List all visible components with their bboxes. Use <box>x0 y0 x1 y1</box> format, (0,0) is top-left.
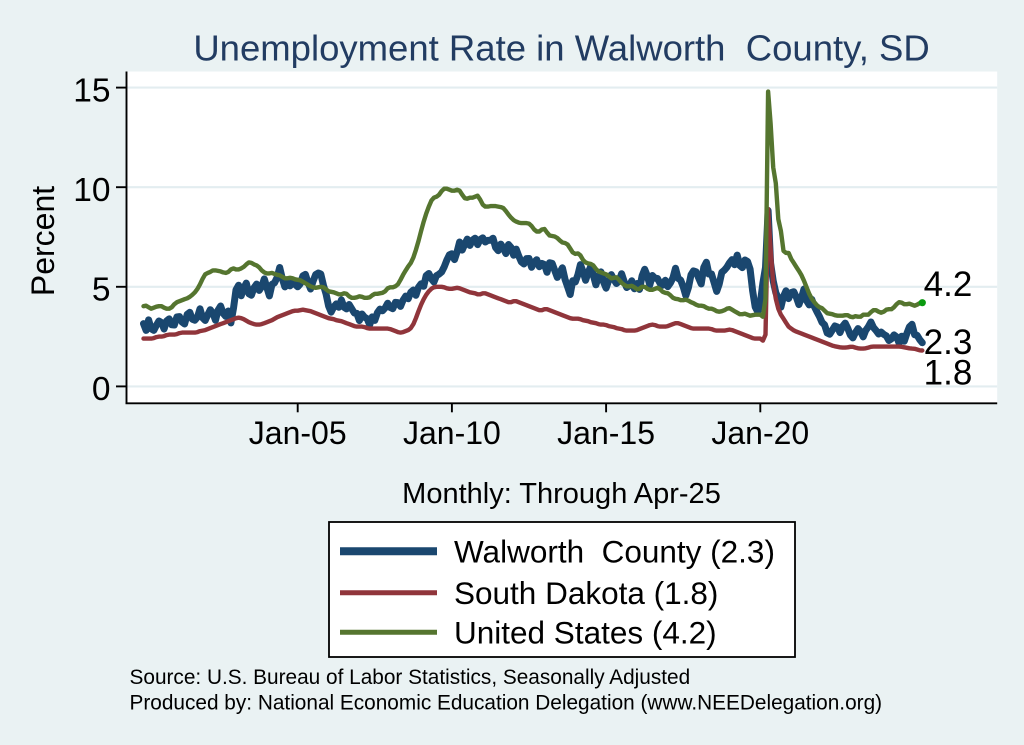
svg-text:Source: U.S. Bureau of Labor S: Source: U.S. Bureau of Labor Statistics,… <box>130 666 691 689</box>
svg-text:Jan-20: Jan-20 <box>711 415 809 451</box>
svg-text:Walworth County (2.3): Walworth County (2.3) <box>454 534 775 570</box>
svg-text:4.2: 4.2 <box>924 265 973 304</box>
svg-text:2.3: 2.3 <box>924 323 973 362</box>
svg-text:Jan-05: Jan-05 <box>249 415 347 451</box>
svg-text:0: 0 <box>92 371 111 408</box>
svg-text:5: 5 <box>92 272 111 309</box>
svg-text:South Dakota (1.8): South Dakota (1.8) <box>454 575 718 611</box>
svg-text:Jan-10: Jan-10 <box>403 415 501 451</box>
svg-text:10: 10 <box>73 172 110 209</box>
svg-text:1.8: 1.8 <box>924 353 973 392</box>
svg-text:Percent: Percent <box>25 186 61 296</box>
svg-text:Jan-15: Jan-15 <box>557 415 655 451</box>
svg-text:Produced by: National Economic: Produced by: National Economic Education… <box>130 692 883 715</box>
svg-text:Monthly: Through Apr-25: Monthly: Through Apr-25 <box>402 478 721 510</box>
svg-text:Unemployment Rate in Walworth: Unemployment Rate in Walworth County, SD <box>193 27 929 68</box>
svg-text:United States (4.2): United States (4.2) <box>454 615 717 651</box>
svg-text:15: 15 <box>73 72 110 109</box>
